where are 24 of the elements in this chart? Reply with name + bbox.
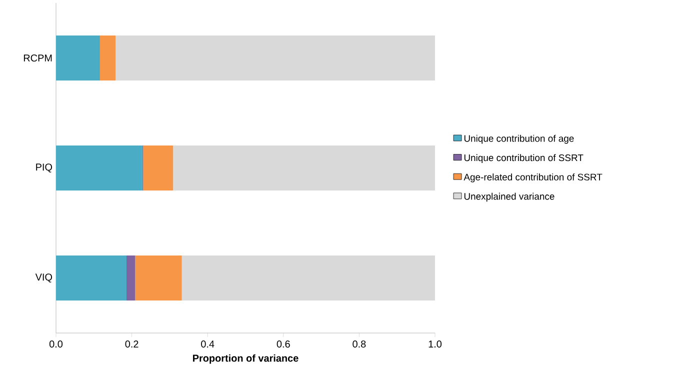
bar bbox=[56, 256, 126, 301]
legend-label: Unique contribution of SSRT bbox=[464, 154, 584, 163]
bar bbox=[116, 36, 436, 81]
bar bbox=[182, 256, 436, 301]
bar bbox=[56, 36, 100, 81]
legend-label: Unique contribution of age bbox=[464, 134, 574, 144]
bar bbox=[100, 36, 116, 81]
y-tick-label: VIQ bbox=[35, 274, 52, 282]
x-tick-label: 0.4 bbox=[201, 340, 214, 348]
x-tick-label: 0.6 bbox=[276, 340, 290, 348]
y-tick-label: PIQ bbox=[36, 164, 52, 172]
y-tick-label: RCPM bbox=[24, 54, 52, 62]
bar bbox=[126, 256, 136, 301]
bar bbox=[143, 146, 174, 191]
bar bbox=[135, 256, 182, 301]
bar bbox=[173, 146, 436, 191]
x-tick-label: 0.2 bbox=[125, 340, 138, 348]
x-axis-title: Proportion of variance bbox=[193, 354, 298, 364]
x-tick-label: 1.0 bbox=[428, 340, 442, 348]
x-tick-label: 0.8 bbox=[352, 340, 366, 348]
legend-label: Unexplained variance bbox=[464, 192, 554, 202]
bar bbox=[56, 146, 142, 191]
legend-label: Age-related contribution of SSRT bbox=[464, 173, 602, 182]
x-tick-label: 0.0 bbox=[49, 340, 63, 348]
